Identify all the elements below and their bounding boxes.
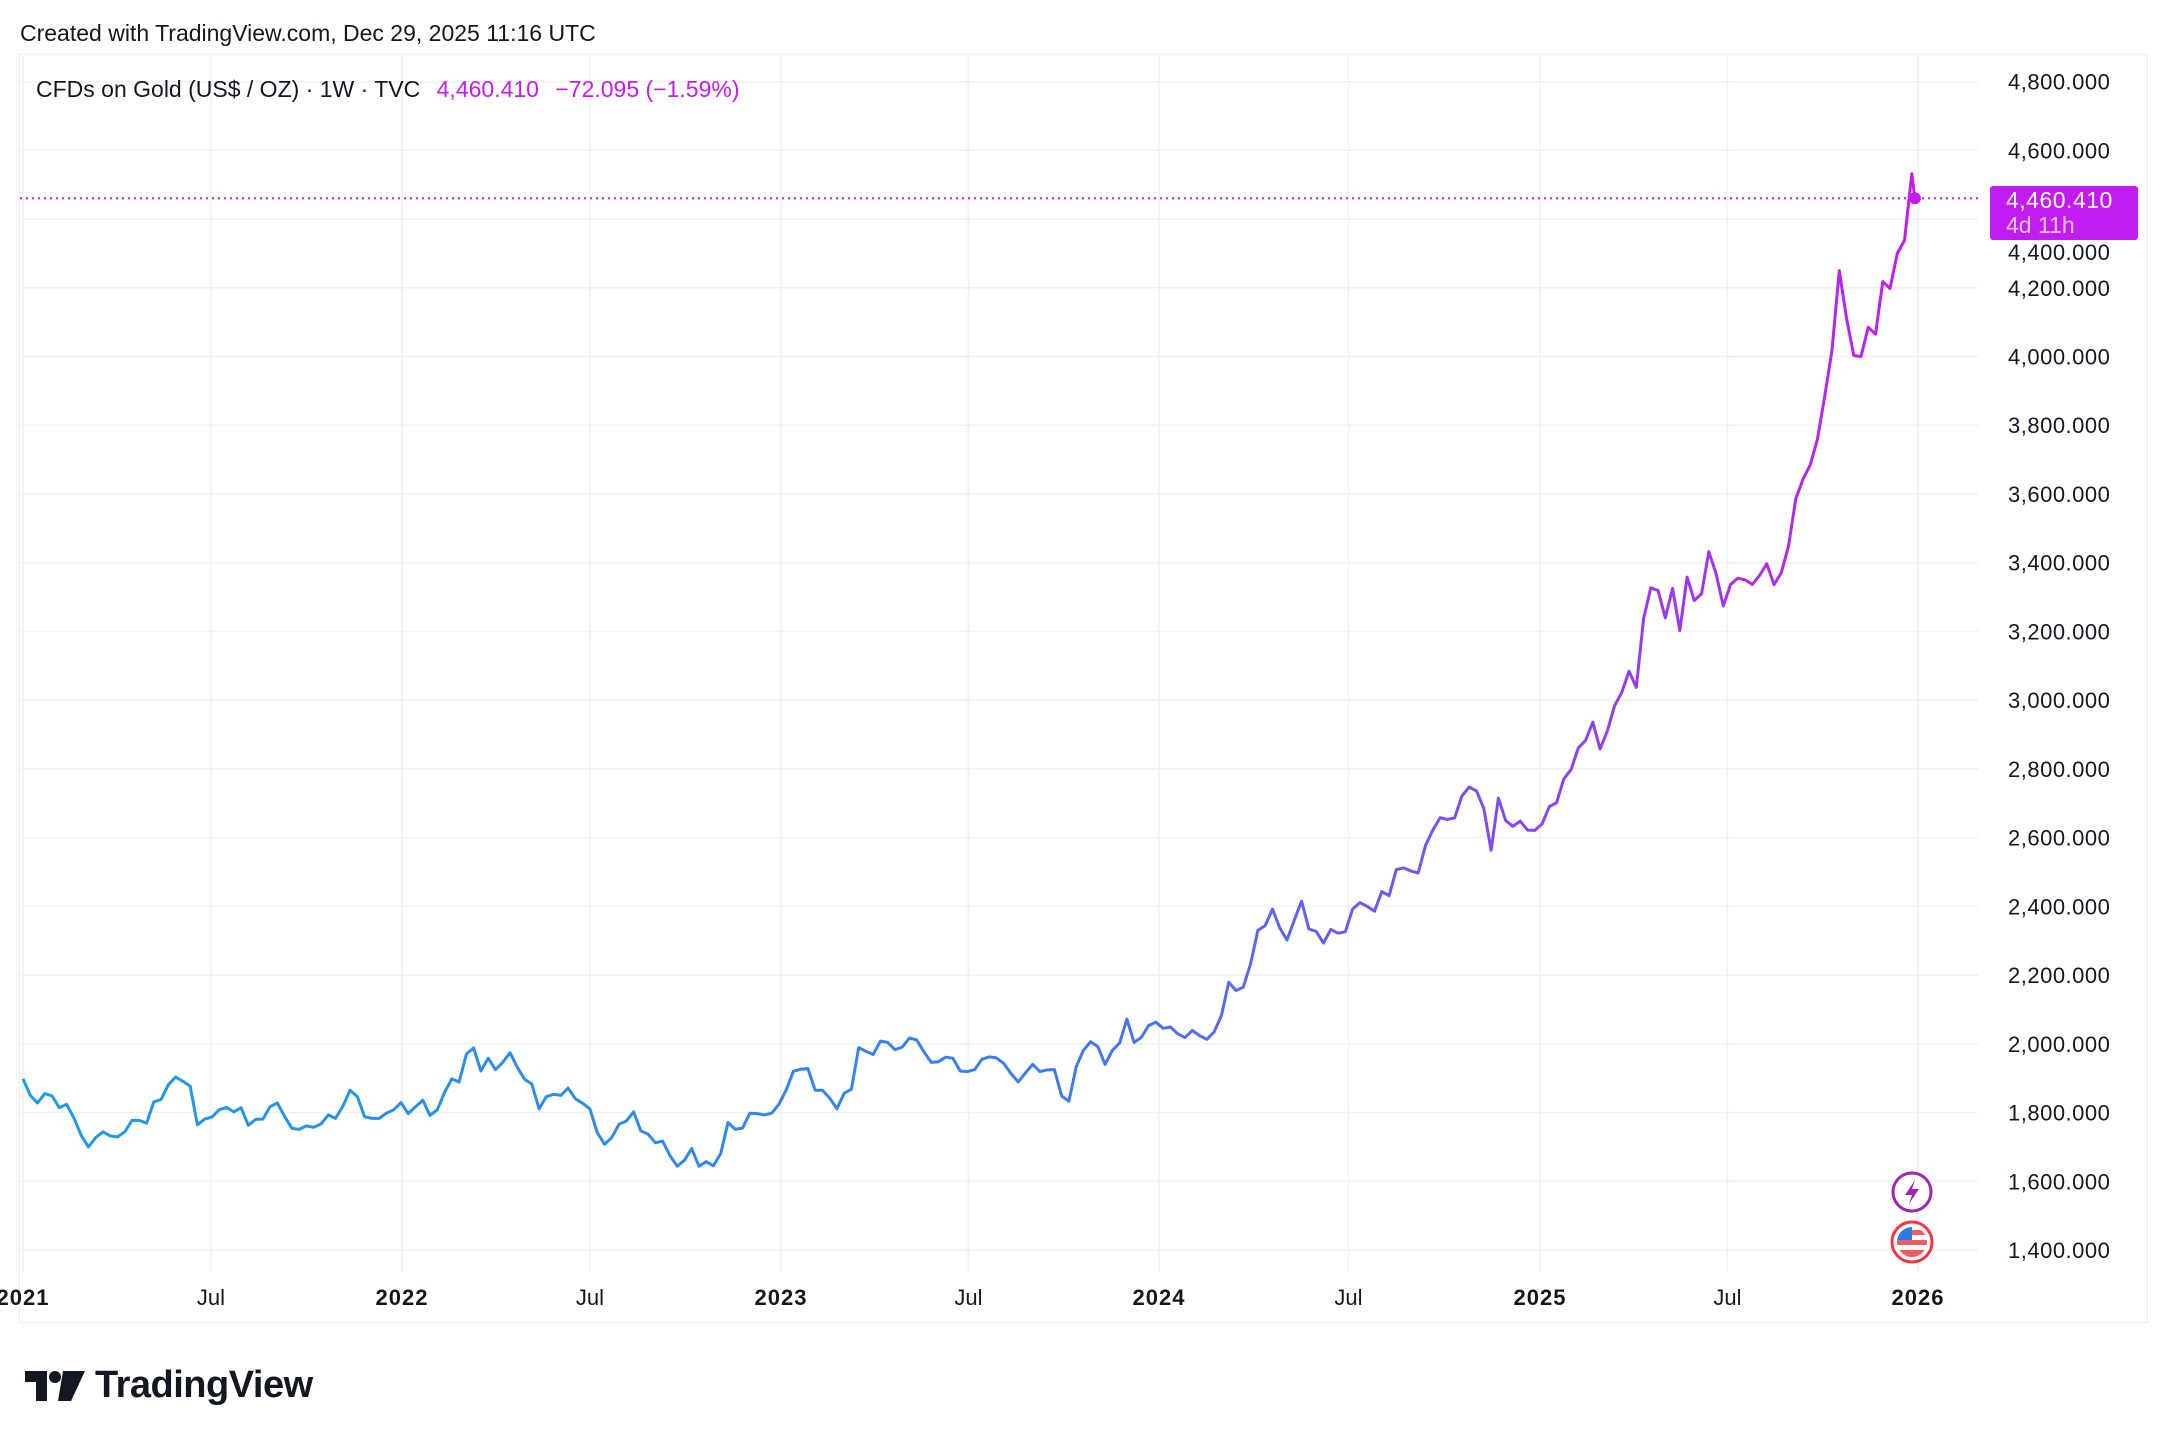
y-tick-label: 4,200.000 (2008, 276, 2110, 301)
y-tick-label: 2,200.000 (2008, 963, 2110, 988)
symbol-title: CFDs on Gold (US$ / OZ) · 1W · TVC (36, 76, 421, 102)
price-axis[interactable]: 4,800.000 4,600.000 4,400.000 4,200.000 4,00… (2008, 70, 2110, 1263)
y-tick-label: 2,400.000 (2008, 894, 2110, 919)
y-tick-label: 3,800.000 (2008, 413, 2110, 438)
x-tick-label: 2024 (1133, 1285, 1186, 1310)
y-tick-label: 3,000.000 (2008, 688, 2110, 713)
lightning-icon[interactable] (1891, 1171, 1933, 1213)
x-tick-label: Jul (954, 1285, 982, 1310)
y-tick-label: 1,800.000 (2008, 1101, 2110, 1126)
y-tick-label: 3,400.000 (2008, 551, 2110, 576)
x-tick-label: 2023 (755, 1285, 808, 1310)
x-tick-label: 2026 (1892, 1285, 1945, 1310)
y-tick-label: 3,200.000 (2008, 619, 2110, 644)
tradingview-logo-icon (25, 1370, 85, 1401)
bar-countdown: 4d 11h (2006, 212, 2075, 238)
us-flag-icon[interactable] (1890, 1220, 1934, 1264)
y-tick-label: 4,800.000 (2008, 70, 2110, 95)
chart-legend[interactable]: CFDs on Gold (US$ / OZ) · 1W · TVC 4,460… (36, 76, 740, 103)
tradingview-logo[interactable]: TradingView (25, 1364, 313, 1407)
y-tick-label: 2,600.000 (2008, 826, 2110, 851)
tradingview-logo-text: TradingView (95, 1364, 313, 1406)
x-tick-label: Jul (197, 1285, 225, 1310)
y-tick-label: 3,600.000 (2008, 482, 2110, 507)
y-tick-label: 4,400.000 (2008, 240, 2110, 265)
y-tick-label: 4,600.000 (2008, 138, 2110, 163)
chart-frame (19, 54, 2148, 1323)
x-tick-label: 2022 (376, 1285, 429, 1310)
series-line (21, 172, 1917, 1168)
x-tick-label: Jul (1334, 1285, 1362, 1310)
y-tick-label: 1,600.000 (2008, 1169, 2110, 1194)
last-price-label-value: 4,460.410 (2006, 187, 2113, 213)
y-tick-label: 2,800.000 (2008, 757, 2110, 782)
x-tick-label: 2025 (1514, 1285, 1567, 1310)
y-tick-label: 4,000.000 (2008, 345, 2110, 370)
x-tick-label: Jul (576, 1285, 604, 1310)
last-price-dot (1908, 192, 1921, 205)
last-price-label: 4,460.410 4d 11h (1990, 186, 2138, 240)
time-axis[interactable]: 2021 Jul 2022 Jul 2023 Jul 2024 Jul 2025 Jul 2026 (0, 1285, 1944, 1310)
last-price-value: 4,460.410 (436, 76, 539, 102)
x-tick-label: 2021 (0, 1285, 49, 1310)
y-tick-label: 2,000.000 (2008, 1032, 2110, 1057)
x-tick-label: Jul (1713, 1285, 1741, 1310)
price-change-value: −72.095 (−1.59%) (555, 76, 740, 102)
created-with-caption: Created with TradingView.com, Dec 29, 20… (20, 20, 596, 46)
y-tick-label: 1,400.000 (2008, 1238, 2110, 1263)
grid (20, 56, 1978, 1272)
